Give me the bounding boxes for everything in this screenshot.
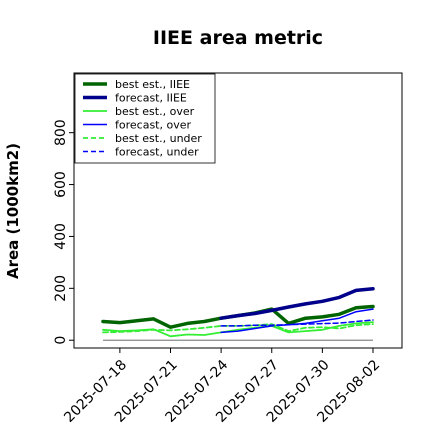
x-axis-ticks: 2025-07-182025-07-212025-07-242025-07-27… [61, 348, 383, 426]
series-line-3 [102, 321, 374, 338]
series-line-6 [220, 319, 374, 327]
legend-label: best est., over [115, 105, 195, 118]
series-layer [101, 287, 375, 338]
y-tick-label: 400 [53, 223, 69, 250]
series-line-2 [219, 287, 375, 320]
legend-label: forecast, IIEE [115, 91, 187, 104]
y-tick-label: 800 [53, 119, 69, 146]
legend-label: forecast, over [115, 118, 191, 131]
y-axis-label: Area (1000km2) [4, 143, 22, 279]
plot-frame [73, 72, 403, 349]
legend-label: best est., IIEE [115, 78, 190, 91]
chart-title: IIEE area metric [153, 27, 323, 49]
y-axis-ticks: 0 200 400 600 800 [53, 119, 74, 345]
legend-label: best est., under [115, 132, 202, 145]
legend-label: forecast, under [115, 145, 199, 158]
y-tick-label: 200 [53, 275, 69, 302]
y-tick-label: 600 [53, 171, 69, 198]
legend-box [74, 73, 216, 164]
y-tick-label: 0 [53, 336, 69, 345]
